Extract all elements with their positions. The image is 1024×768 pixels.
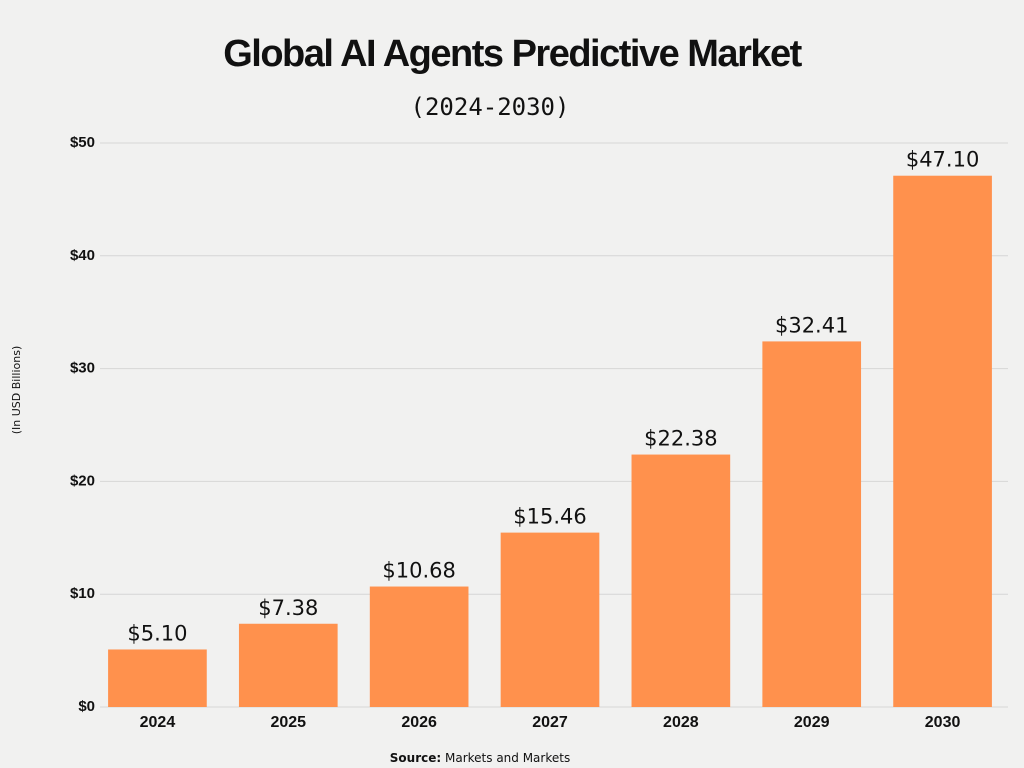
bar (893, 175, 992, 707)
y-tick-label: $30 (70, 360, 95, 377)
source-label: Source: (390, 751, 441, 765)
x-tick-label: 2029 (794, 714, 830, 731)
bar (238, 623, 338, 707)
y-tick-label: $10 (70, 585, 95, 602)
x-tick-label: 2027 (532, 714, 568, 731)
chart-subtitle: (2024-2030) (411, 93, 570, 121)
x-tick-label: 2030 (925, 714, 961, 731)
bar (631, 454, 731, 707)
bar (369, 586, 469, 707)
value-label: $32.41 (775, 313, 848, 337)
y-tick-label: $20 (70, 472, 95, 489)
x-tick-label: 2025 (270, 714, 306, 731)
value-label: $5.10 (127, 621, 187, 645)
y-tick-label: $0 (78, 698, 95, 715)
value-label: $7.38 (258, 596, 318, 620)
source-text: Markets and Markets (445, 751, 570, 765)
value-label: $22.38 (644, 427, 717, 451)
x-tick-label: 2026 (401, 714, 437, 731)
bar (762, 341, 862, 707)
bar (108, 649, 207, 707)
x-tick-label: 2024 (140, 714, 176, 731)
value-label: $15.46 (513, 505, 586, 529)
value-label: $47.10 (906, 148, 979, 172)
value-label: $10.68 (382, 559, 455, 583)
y-tick-label: $40 (70, 247, 95, 264)
bar (500, 532, 600, 707)
chart-title: Global AI Agents Predictive Market (223, 33, 802, 75)
source: Source: Markets and Markets (390, 751, 570, 765)
y-axis-label: (In USD Billions) (10, 346, 23, 435)
y-tick-label: $50 (70, 134, 95, 151)
x-tick-label: 2028 (663, 714, 699, 731)
